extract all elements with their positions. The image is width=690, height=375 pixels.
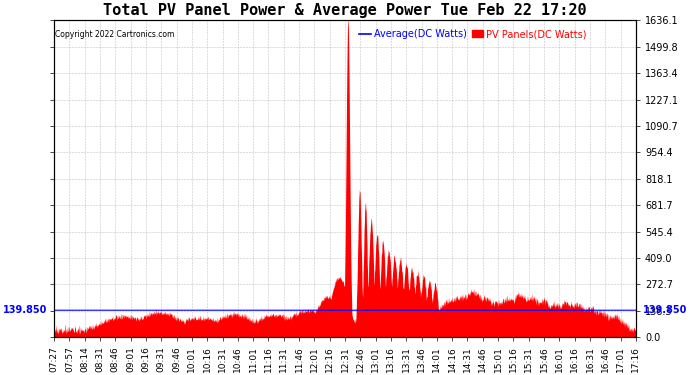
Text: Copyright 2022 Cartronics.com: Copyright 2022 Cartronics.com — [55, 30, 175, 39]
Legend: Average(DC Watts), PV Panels(DC Watts): Average(DC Watts), PV Panels(DC Watts) — [355, 25, 591, 43]
Text: 139.850: 139.850 — [3, 305, 47, 315]
Title: Total PV Panel Power & Average Power Tue Feb 22 17:20: Total PV Panel Power & Average Power Tue… — [104, 3, 586, 18]
Text: 139.850: 139.850 — [643, 305, 687, 315]
